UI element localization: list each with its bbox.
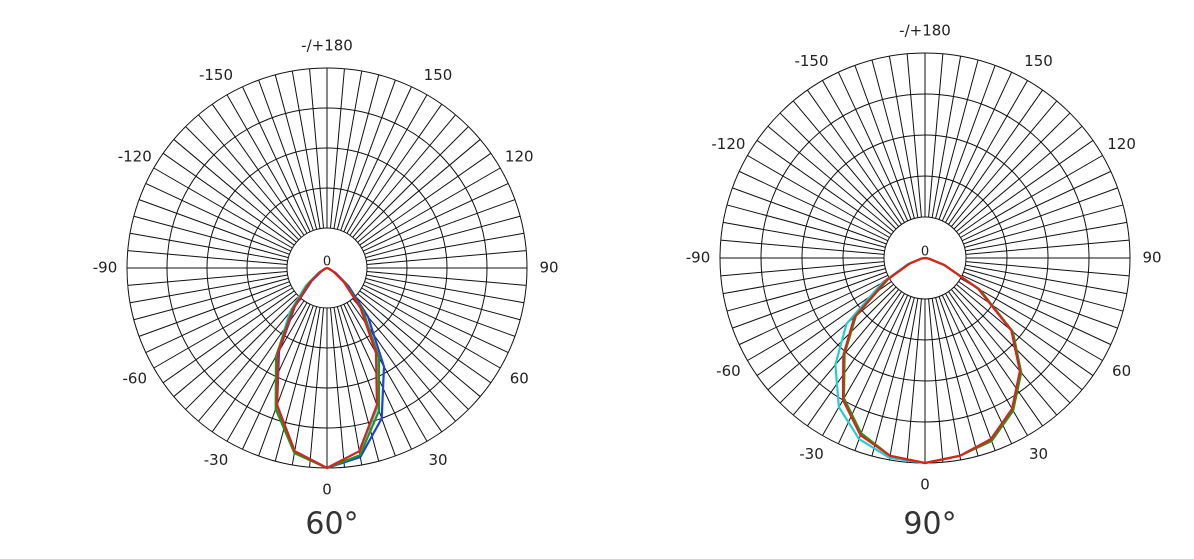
angle-label: -60 xyxy=(122,370,147,388)
caption: 60° xyxy=(305,507,358,542)
angle-label: -30 xyxy=(799,445,824,463)
angle-label: -120 xyxy=(711,135,745,153)
angle-label: -30 xyxy=(204,451,229,469)
angle-label: 150 xyxy=(424,66,453,84)
angle-label: 30 xyxy=(428,451,447,469)
grid-ring xyxy=(246,187,408,349)
angle-label: 150 xyxy=(1024,52,1053,70)
center-label: 0 xyxy=(323,255,331,270)
grid-ring xyxy=(760,93,1090,423)
angle-label: 90 xyxy=(1142,249,1161,267)
angle-label: -150 xyxy=(199,66,233,84)
angle-label: 120 xyxy=(505,148,534,166)
grid-ring xyxy=(166,107,488,429)
grid-ring xyxy=(801,134,1049,382)
angle-label: 60 xyxy=(1112,362,1131,380)
angle-label: 0 xyxy=(920,476,930,494)
curve xyxy=(276,266,378,470)
angle-label: -/+180 xyxy=(899,22,951,40)
grid-ring xyxy=(286,227,368,309)
angle-label: 120 xyxy=(1107,135,1136,153)
grid-ring xyxy=(206,147,448,389)
angle-label: 30 xyxy=(1029,445,1048,463)
angle-label: -150 xyxy=(794,52,828,70)
angle-label: -90 xyxy=(686,249,711,267)
angle-label: 90 xyxy=(539,259,558,277)
angle-label: -120 xyxy=(118,148,152,166)
curve xyxy=(841,256,1021,465)
angle-label: 60 xyxy=(510,370,529,388)
angle-label: 0 xyxy=(322,481,332,499)
center-label: 0 xyxy=(921,245,929,260)
caption: 90° xyxy=(903,507,956,542)
grid-ring xyxy=(842,175,1008,341)
angle-label: -60 xyxy=(716,362,741,380)
angle-label: -/+180 xyxy=(301,37,353,55)
grid-ring xyxy=(883,216,967,300)
angle-label: -90 xyxy=(93,259,118,277)
